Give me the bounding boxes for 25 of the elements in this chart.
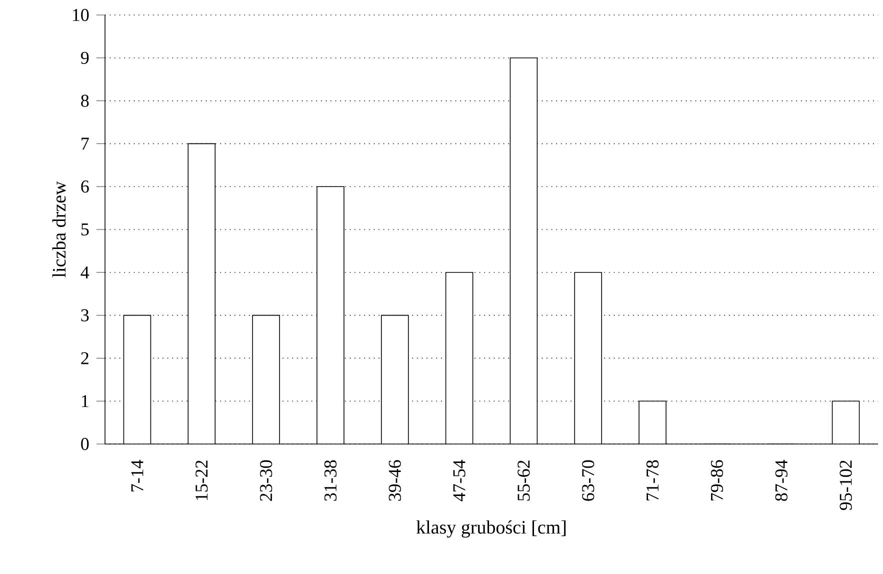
x-tick-label: 47-54 (453, 460, 466, 502)
x-tick-label: 79-86 (710, 460, 724, 500)
y-tick-label: 4 (80, 266, 90, 278)
y-tick-label: 2 (81, 352, 88, 364)
y-tick-label: 9 (80, 52, 89, 64)
x-tick-label: 7-14 (131, 460, 144, 492)
x-tick-label: 71-78 (646, 460, 659, 500)
x-tick-label: 63-70 (582, 460, 594, 501)
x-tick-label: 31-38 (324, 460, 337, 501)
y-axis-title: liczba drzew (52, 181, 66, 278)
y-tick-label: 10 (72, 8, 89, 22)
x-tick-label: 87-94 (775, 460, 788, 501)
x-tick-label: 55-62 (518, 460, 530, 501)
x-tick-label: 15-22 (196, 460, 208, 500)
y-tick-label: 6 (81, 180, 89, 193)
y-tick-label: 3 (81, 309, 89, 322)
x-tick-label: 39-46 (388, 460, 401, 501)
x-axis-title: klasy grubości [cm] (416, 520, 566, 538)
y-tick-label: 7 (82, 138, 89, 150)
y-tick-label: 1 (82, 395, 88, 408)
x-tick-label: 95-102 (840, 460, 852, 510)
y-tick-label: 8 (81, 94, 89, 107)
y-tick-label: 0 (81, 438, 89, 450)
x-tick-label: 23-30 (260, 460, 272, 501)
y-tick-label: 5 (81, 224, 89, 236)
